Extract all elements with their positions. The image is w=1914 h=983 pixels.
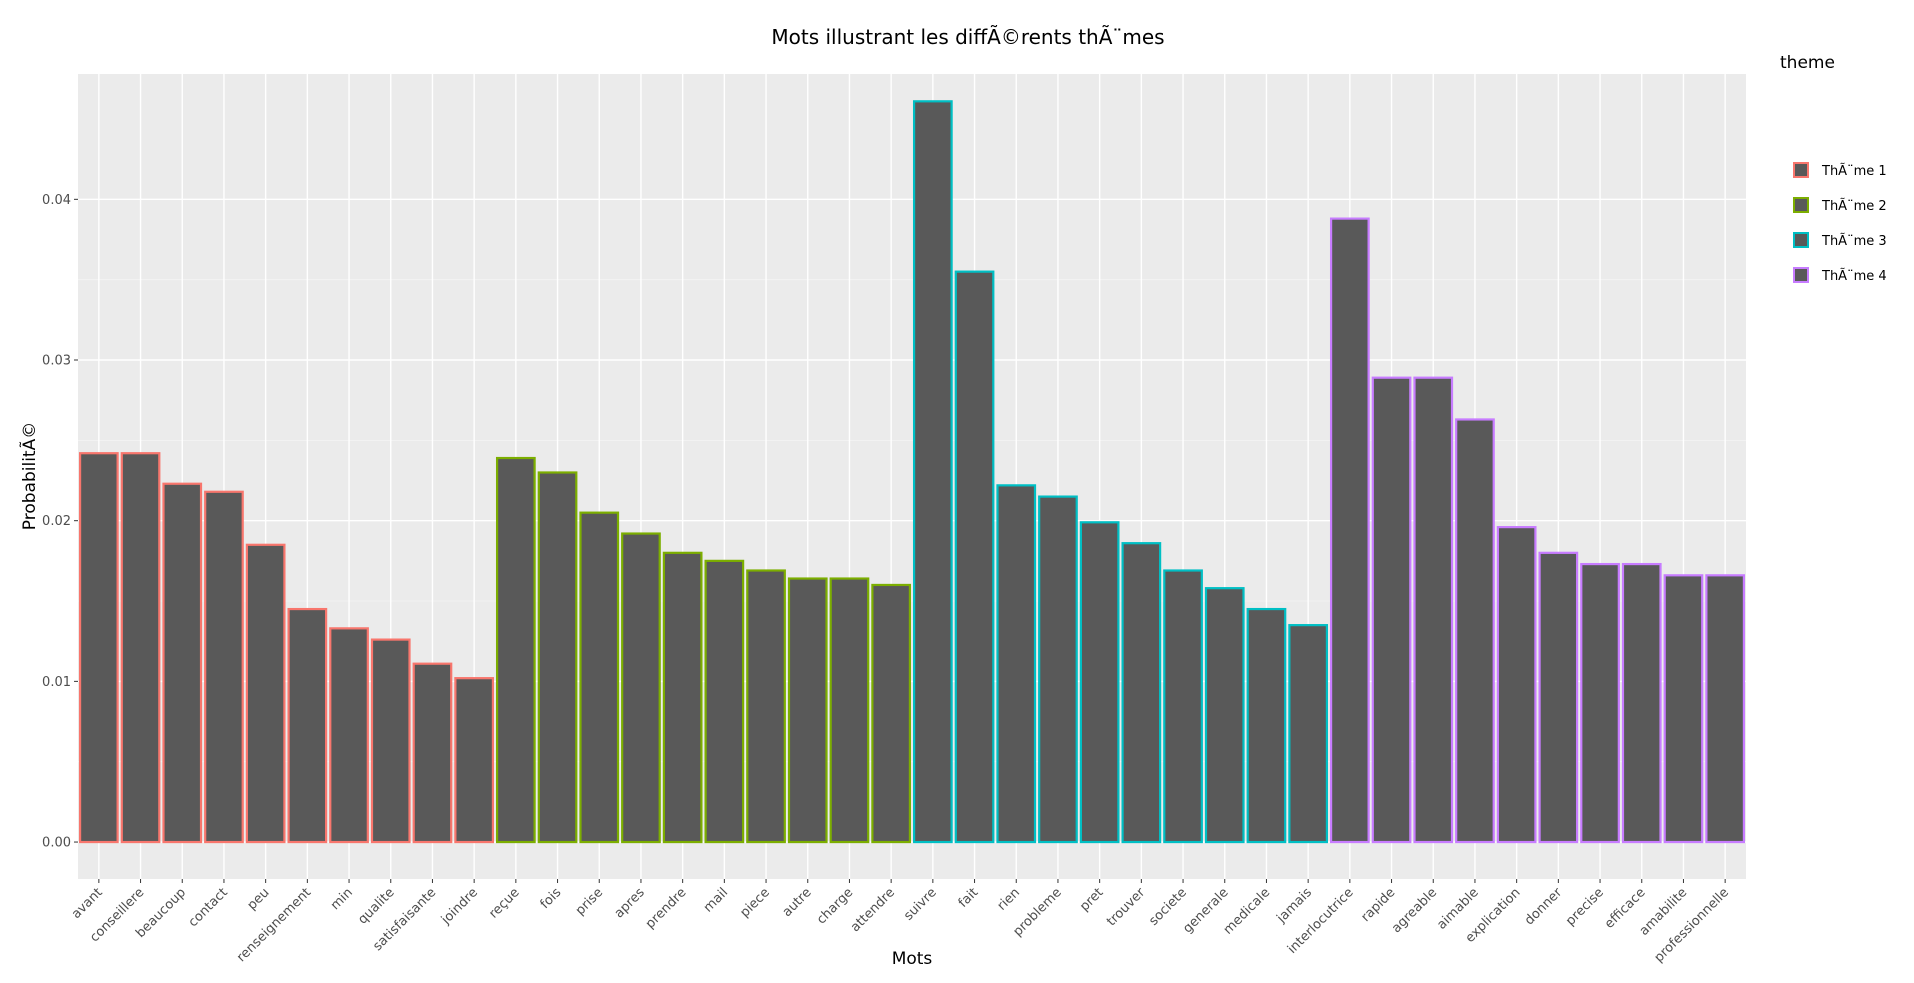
bar-beaucoup <box>162 482 203 844</box>
bar-autre <box>787 577 828 844</box>
bar-jamais <box>1288 624 1329 844</box>
bar-renseignement <box>287 607 328 844</box>
bar-qualite <box>370 638 411 844</box>
y-tick-label: 0.02 <box>42 514 71 529</box>
bar-donner <box>1538 551 1579 844</box>
y-tick-label: 0.03 <box>42 354 71 369</box>
bar-peu <box>245 543 286 844</box>
bar-pret <box>1079 521 1120 844</box>
bar-agreable <box>1413 376 1454 844</box>
bars <box>78 100 1746 844</box>
y-tick-label: 0.01 <box>42 675 71 690</box>
bar-generale <box>1204 587 1245 844</box>
bar-avant <box>78 452 119 844</box>
bar-attendre <box>871 583 912 844</box>
bar-rapide <box>1371 376 1412 844</box>
legend-key <box>1793 267 1809 283</box>
bar-suivre <box>912 100 953 844</box>
bar-interlocutrice <box>1329 217 1370 844</box>
chart-title: Mots illustrant les diffÃ©rents thÃ¨mes <box>771 25 1164 49</box>
bar-precise <box>1580 562 1620 844</box>
x-axis-title: Mots <box>892 949 933 969</box>
bar-fait <box>954 270 995 844</box>
legend: theme ThÃ¨me 1 ThÃ¨me 2 ThÃ¨me 3 ThÃ¨me 4 <box>1780 53 1887 284</box>
legend-key <box>1793 197 1809 213</box>
legend-label: ThÃ¨me 1 <box>1821 163 1887 179</box>
bar-fois <box>537 471 578 844</box>
y-tick-label: 0.04 <box>42 193 71 208</box>
legend-title: theme <box>1780 53 1835 73</box>
bar-min <box>329 627 369 844</box>
bar-rien <box>996 484 1037 844</box>
legend-label: ThÃ¨me 3 <box>1821 233 1887 249</box>
bar-medicale <box>1246 607 1287 844</box>
legend-items: ThÃ¨me 1 ThÃ¨me 2 ThÃ¨me 3 ThÃ¨me 4 <box>1793 162 1887 284</box>
legend-key <box>1793 162 1809 178</box>
bar-charge <box>829 577 870 844</box>
y-axis: 0.00 0.01 0.02 0.03 0.04 <box>42 193 78 851</box>
y-tick-label: 0.00 <box>42 836 71 851</box>
bar-mail <box>704 559 745 844</box>
bar-societe <box>1163 569 1203 844</box>
legend-key <box>1793 232 1809 248</box>
bar-trouver <box>1121 542 1162 844</box>
bar-aimable <box>1455 418 1495 844</box>
bar-prise <box>579 511 620 844</box>
legend-label: ThÃ¨me 2 <box>1821 198 1887 214</box>
bar-professionnelle <box>1705 574 1746 844</box>
bar-amabilite <box>1663 574 1704 844</box>
bar-efficace <box>1621 562 1662 844</box>
bar-reçue <box>495 456 536 844</box>
bar-probleme <box>1038 495 1078 844</box>
bar-joindre <box>454 677 495 844</box>
bar-piece <box>746 569 786 844</box>
bar-prendre <box>662 551 703 844</box>
legend-label: ThÃ¨me 4 <box>1821 268 1887 284</box>
plot-panel <box>78 74 1746 879</box>
bar-contact <box>204 490 244 844</box>
bar-explication <box>1496 526 1537 844</box>
y-axis-title: ProbabilitÃ© <box>18 422 40 530</box>
bar-apres <box>621 532 661 844</box>
bar-satisfaisante <box>412 662 453 844</box>
bar-conseillere <box>120 452 161 844</box>
